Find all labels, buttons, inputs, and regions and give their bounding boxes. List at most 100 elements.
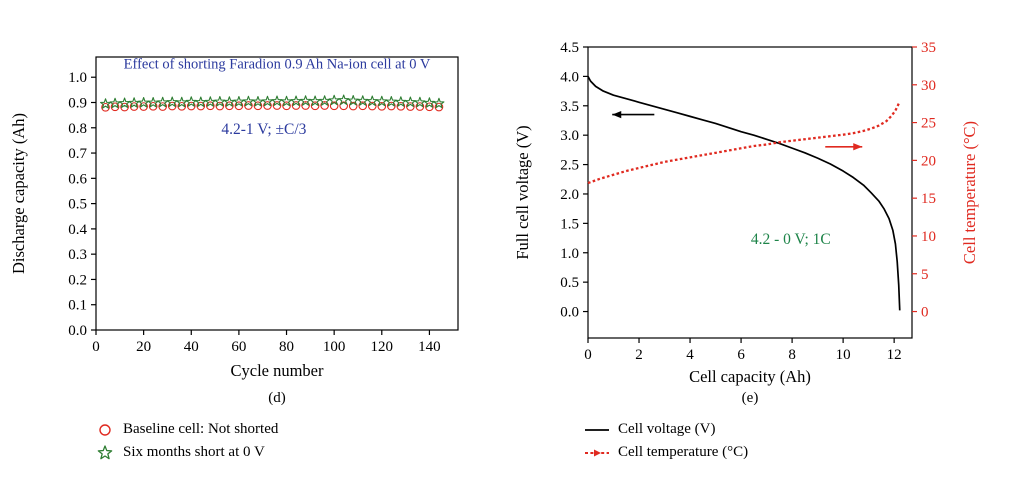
marker-circle bbox=[148, 101, 158, 111]
marker-star bbox=[328, 94, 340, 106]
marker-star bbox=[366, 95, 378, 106]
legend-item-shorted: Six months short at 0 V bbox=[95, 444, 278, 461]
marker-circle bbox=[120, 102, 129, 112]
y-tick-label: 0.7 bbox=[68, 146, 87, 162]
marker-circle bbox=[263, 101, 272, 110]
marker-circle bbox=[177, 101, 187, 111]
marker-circle bbox=[225, 101, 234, 111]
marker-circle bbox=[158, 102, 168, 111]
marker-circle bbox=[367, 101, 377, 111]
y-tick-label: 0.4 bbox=[68, 222, 87, 238]
marker-star bbox=[233, 95, 245, 107]
x-tick-label: 20 bbox=[136, 339, 151, 355]
series-temperature bbox=[587, 100, 901, 185]
marker-star bbox=[433, 97, 445, 109]
marker-star bbox=[119, 97, 131, 109]
y-right-tick-label: 15 bbox=[921, 191, 936, 207]
circle-marker-icon bbox=[99, 423, 111, 436]
y-left-tick-label: 1.5 bbox=[560, 216, 579, 232]
legend-label-shorted: Six months short at 0 V bbox=[123, 444, 265, 460]
marker-star bbox=[338, 94, 350, 105]
marker-circle bbox=[320, 101, 329, 110]
y-tick-label: 1.0 bbox=[68, 70, 87, 86]
annotation-text: 4.2-1 V; ±C/3 bbox=[221, 121, 306, 138]
marker-star bbox=[414, 96, 426, 108]
marker-star bbox=[242, 95, 254, 107]
marker-circle bbox=[272, 101, 282, 110]
marker-star bbox=[376, 95, 388, 107]
legend-item-voltage: Cell voltage (V) bbox=[584, 421, 748, 438]
star-marker-icon bbox=[97, 444, 113, 459]
y-tick-label: 0.5 bbox=[68, 197, 87, 213]
y-left-tick-label: 3.5 bbox=[560, 99, 579, 115]
marker-star bbox=[128, 97, 140, 108]
y-right-tick-label: 20 bbox=[921, 153, 936, 169]
y-right-tick-label: 10 bbox=[921, 229, 936, 245]
marker-star bbox=[100, 98, 112, 109]
y-tick-label: 0.2 bbox=[68, 272, 87, 288]
y-right-tick-label: 30 bbox=[921, 78, 936, 94]
y-tick-label: 0.3 bbox=[68, 247, 87, 263]
marker-star bbox=[147, 97, 159, 108]
x-tick-label: 2 bbox=[635, 347, 643, 363]
marker-star bbox=[300, 95, 312, 106]
y-left-tick-label: 4.5 bbox=[560, 40, 579, 56]
x-tick-label: 10 bbox=[836, 347, 851, 363]
marker-star bbox=[252, 95, 264, 107]
marker-circle bbox=[101, 102, 110, 112]
y-left-tick-label: 3.0 bbox=[560, 128, 579, 144]
marker-circle bbox=[329, 101, 339, 111]
line-marker-icon bbox=[585, 428, 609, 431]
y-tick-label: 0.1 bbox=[68, 298, 87, 314]
plot-box bbox=[95, 56, 459, 331]
marker-circle bbox=[139, 102, 148, 111]
marker-star bbox=[395, 96, 407, 107]
annotation-text: 4.2 - 0 V; 1C bbox=[751, 231, 831, 248]
marker-circle bbox=[396, 101, 406, 111]
dashed-line-marker-icon bbox=[585, 449, 609, 456]
y-tick-label: 0.9 bbox=[68, 96, 87, 112]
marker-circle bbox=[425, 102, 434, 112]
x-axis-label: Cycle number bbox=[230, 361, 324, 380]
marker-circle bbox=[310, 101, 320, 111]
marker-star bbox=[204, 96, 216, 107]
marker-circle bbox=[129, 102, 139, 111]
legend-d: Baseline cell: Not shorted Six months sh… bbox=[95, 421, 278, 461]
panel-voltage-temperature: 0 2 4 6 8 10 12 0.0 0.5 1.0 1.5 2.0 2.5 3.0 3.5 4.0 4.5 0… bbox=[512, 0, 1024, 488]
circle-marker-shape bbox=[99, 423, 111, 436]
marker-star bbox=[166, 96, 178, 107]
marker-star bbox=[385, 95, 397, 107]
panel-discharge-capacity: 0 20 40 60 80 100 120 140 0.0 0.1 0.2 0.3 0.4 0.5 0.6 0… bbox=[9, 56, 459, 461]
marker-circle bbox=[386, 101, 396, 111]
y-left-tick-label: 1.0 bbox=[560, 246, 579, 262]
chart-title: Effect of shorting Faradion 0.9 Ah Na-io… bbox=[124, 56, 431, 72]
x-tick-label: 0 bbox=[92, 339, 100, 355]
marker-circle bbox=[406, 102, 415, 111]
y-left-tick-label: 0.0 bbox=[560, 305, 579, 321]
x-tick-label: 60 bbox=[231, 339, 246, 355]
chart-discharge-capacity: 0 20 40 60 80 100 120 140 0.0 0.1 0.2 0.3 0.4 0.5 0.6 0… bbox=[9, 56, 459, 380]
marker-star bbox=[423, 97, 435, 108]
y-left-axis-label: Full cell voltage (V) bbox=[513, 125, 532, 259]
legend-item-baseline: Baseline cell: Not shorted bbox=[95, 421, 278, 438]
marker-circle bbox=[253, 101, 263, 111]
star-marker-shape bbox=[97, 444, 113, 459]
marker-star bbox=[261, 95, 273, 107]
marker-circle bbox=[205, 101, 215, 111]
x-tick-label: 40 bbox=[184, 339, 199, 355]
x-tick-label: 140 bbox=[418, 339, 441, 355]
legend-item-temperature: Cell temperature (°C) bbox=[584, 444, 748, 461]
y-left-tick-label: 2.0 bbox=[560, 187, 579, 203]
marker-circle bbox=[110, 102, 120, 112]
legend-label-voltage: Cell voltage (V) bbox=[618, 421, 716, 437]
marker-star bbox=[281, 95, 293, 107]
marker-star bbox=[347, 94, 359, 106]
marker-star bbox=[404, 96, 416, 107]
panel-label-d: (d) bbox=[268, 390, 286, 406]
y-right-tick-label: 5 bbox=[921, 267, 929, 283]
marker-star bbox=[176, 96, 188, 108]
temperature-marker-shape bbox=[594, 449, 601, 456]
x-tick-label: 6 bbox=[737, 347, 745, 363]
plot-box bbox=[587, 46, 913, 339]
